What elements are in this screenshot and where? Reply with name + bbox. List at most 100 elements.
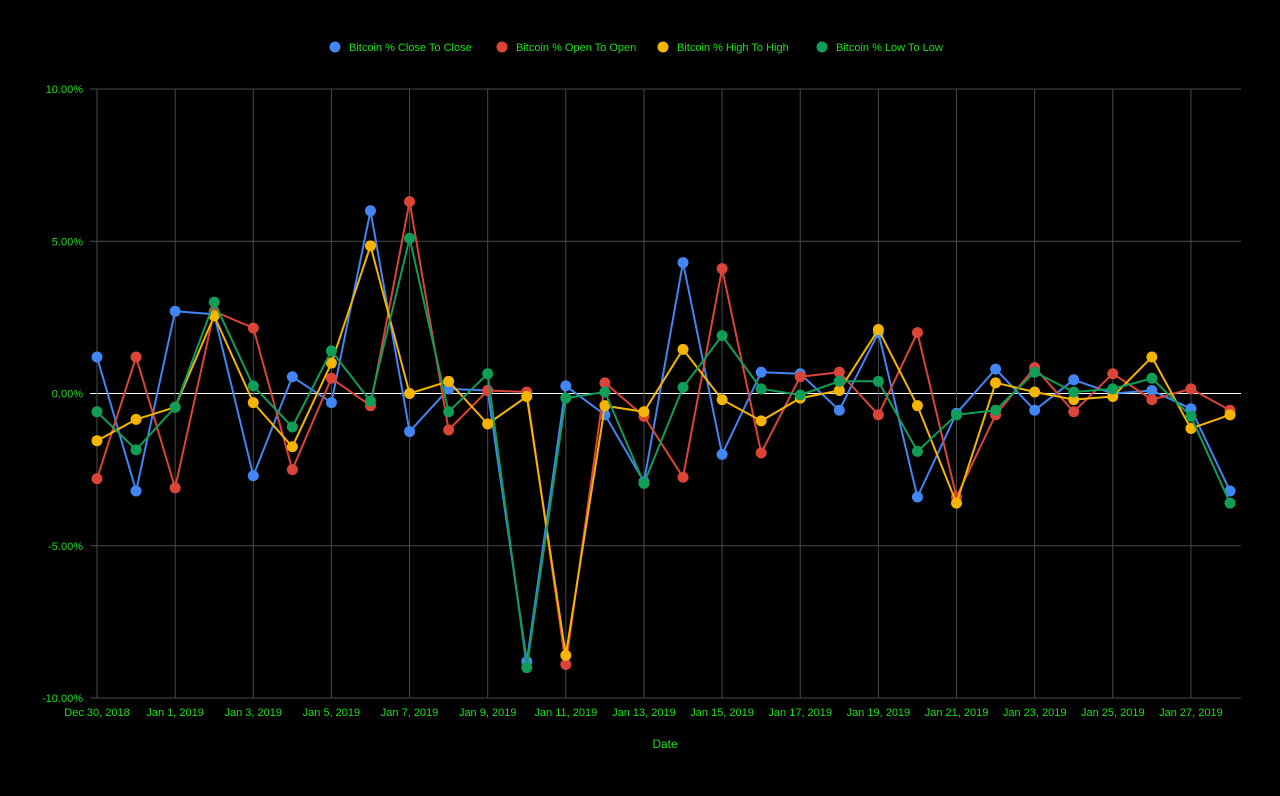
data-point[interactable]: [169, 482, 181, 494]
data-point[interactable]: [130, 485, 142, 497]
data-point[interactable]: [677, 343, 689, 355]
data-point[interactable]: [482, 384, 494, 396]
data-point[interactable]: [560, 649, 572, 661]
data-point[interactable]: [1146, 394, 1158, 406]
legend-item[interactable]: Bitcoin % Close To Close: [329, 41, 472, 55]
data-point[interactable]: [833, 366, 845, 378]
data-point[interactable]: [169, 401, 181, 413]
data-point[interactable]: [560, 392, 572, 404]
data-point[interactable]: [1185, 403, 1197, 415]
data-point[interactable]: [286, 464, 298, 476]
data-point[interactable]: [443, 406, 455, 418]
data-point[interactable]: [1185, 383, 1197, 395]
data-point[interactable]: [755, 366, 767, 378]
data-point[interactable]: [794, 389, 806, 401]
data-point[interactable]: [1224, 497, 1236, 509]
data-point[interactable]: [911, 327, 923, 339]
data-point[interactable]: [560, 380, 572, 392]
data-point[interactable]: [599, 377, 611, 389]
data-point[interactable]: [1146, 372, 1158, 384]
data-point[interactable]: [325, 357, 337, 369]
data-point[interactable]: [716, 448, 728, 460]
data-point[interactable]: [638, 477, 650, 489]
data-point[interactable]: [990, 363, 1002, 375]
data-point[interactable]: [911, 400, 923, 412]
data-point[interactable]: [951, 409, 963, 421]
data-point[interactable]: [1107, 368, 1119, 380]
data-point[interactable]: [1029, 366, 1041, 378]
data-point[interactable]: [247, 397, 259, 409]
data-point[interactable]: [482, 418, 494, 430]
data-point[interactable]: [599, 400, 611, 412]
data-point[interactable]: [599, 386, 611, 398]
legend-item[interactable]: Bitcoin % Low To Low: [816, 41, 943, 55]
data-point[interactable]: [1146, 384, 1158, 396]
data-point[interactable]: [286, 441, 298, 453]
data-point[interactable]: [169, 305, 181, 317]
data-point[interactable]: [951, 497, 963, 509]
data-point[interactable]: [911, 491, 923, 503]
data-point[interactable]: [1224, 409, 1236, 421]
data-point[interactable]: [364, 395, 376, 407]
data-point[interactable]: [990, 377, 1002, 389]
data-point[interactable]: [1068, 386, 1080, 398]
data-point[interactable]: [1068, 406, 1080, 418]
data-point[interactable]: [872, 375, 884, 387]
data-point[interactable]: [833, 375, 845, 387]
data-point[interactable]: [404, 232, 416, 244]
data-point[interactable]: [755, 447, 767, 459]
data-point[interactable]: [521, 662, 533, 674]
data-point[interactable]: [404, 196, 416, 208]
data-point[interactable]: [482, 368, 494, 380]
data-point[interactable]: [1146, 351, 1158, 363]
data-point[interactable]: [91, 351, 103, 363]
data-point[interactable]: [247, 470, 259, 482]
data-point[interactable]: [91, 406, 103, 418]
data-point[interactable]: [1224, 485, 1236, 497]
data-point[interactable]: [755, 383, 767, 395]
legend-item[interactable]: Bitcoin % High To High: [657, 41, 789, 55]
data-point[interactable]: [833, 384, 845, 396]
data-point[interactable]: [794, 371, 806, 383]
data-point[interactable]: [364, 240, 376, 252]
data-point[interactable]: [130, 413, 142, 425]
data-point[interactable]: [716, 263, 728, 275]
data-point[interactable]: [638, 406, 650, 418]
data-point[interactable]: [755, 415, 767, 427]
data-point[interactable]: [872, 409, 884, 421]
data-point[interactable]: [404, 388, 416, 399]
data-point[interactable]: [286, 371, 298, 383]
data-point[interactable]: [1029, 404, 1041, 416]
data-point[interactable]: [325, 345, 337, 357]
data-point[interactable]: [677, 471, 689, 483]
data-point[interactable]: [990, 404, 1002, 416]
data-point[interactable]: [325, 372, 337, 384]
data-point[interactable]: [911, 445, 923, 457]
data-point[interactable]: [247, 322, 259, 334]
data-point[interactable]: [1185, 410, 1197, 422]
data-point[interactable]: [1107, 383, 1119, 395]
legend-item[interactable]: Bitcoin % Open To Open: [496, 41, 637, 55]
data-point[interactable]: [677, 257, 689, 269]
data-point[interactable]: [130, 351, 142, 363]
data-point[interactable]: [364, 205, 376, 217]
data-point[interactable]: [833, 404, 845, 416]
data-point[interactable]: [1107, 391, 1119, 403]
data-point[interactable]: [872, 324, 884, 336]
data-point[interactable]: [1029, 386, 1041, 398]
data-point[interactable]: [247, 380, 259, 392]
data-point[interactable]: [716, 330, 728, 342]
data-point[interactable]: [560, 659, 572, 671]
data-point[interactable]: [443, 383, 455, 395]
data-point[interactable]: [1185, 423, 1197, 435]
data-point[interactable]: [443, 375, 455, 387]
data-point[interactable]: [325, 397, 337, 409]
data-point[interactable]: [208, 296, 220, 308]
data-point[interactable]: [130, 444, 142, 456]
data-point[interactable]: [521, 391, 533, 403]
data-point[interactable]: [404, 426, 416, 438]
data-point[interactable]: [716, 394, 728, 406]
data-point[interactable]: [208, 310, 220, 322]
data-point[interactable]: [443, 424, 455, 436]
data-point[interactable]: [1068, 394, 1080, 406]
